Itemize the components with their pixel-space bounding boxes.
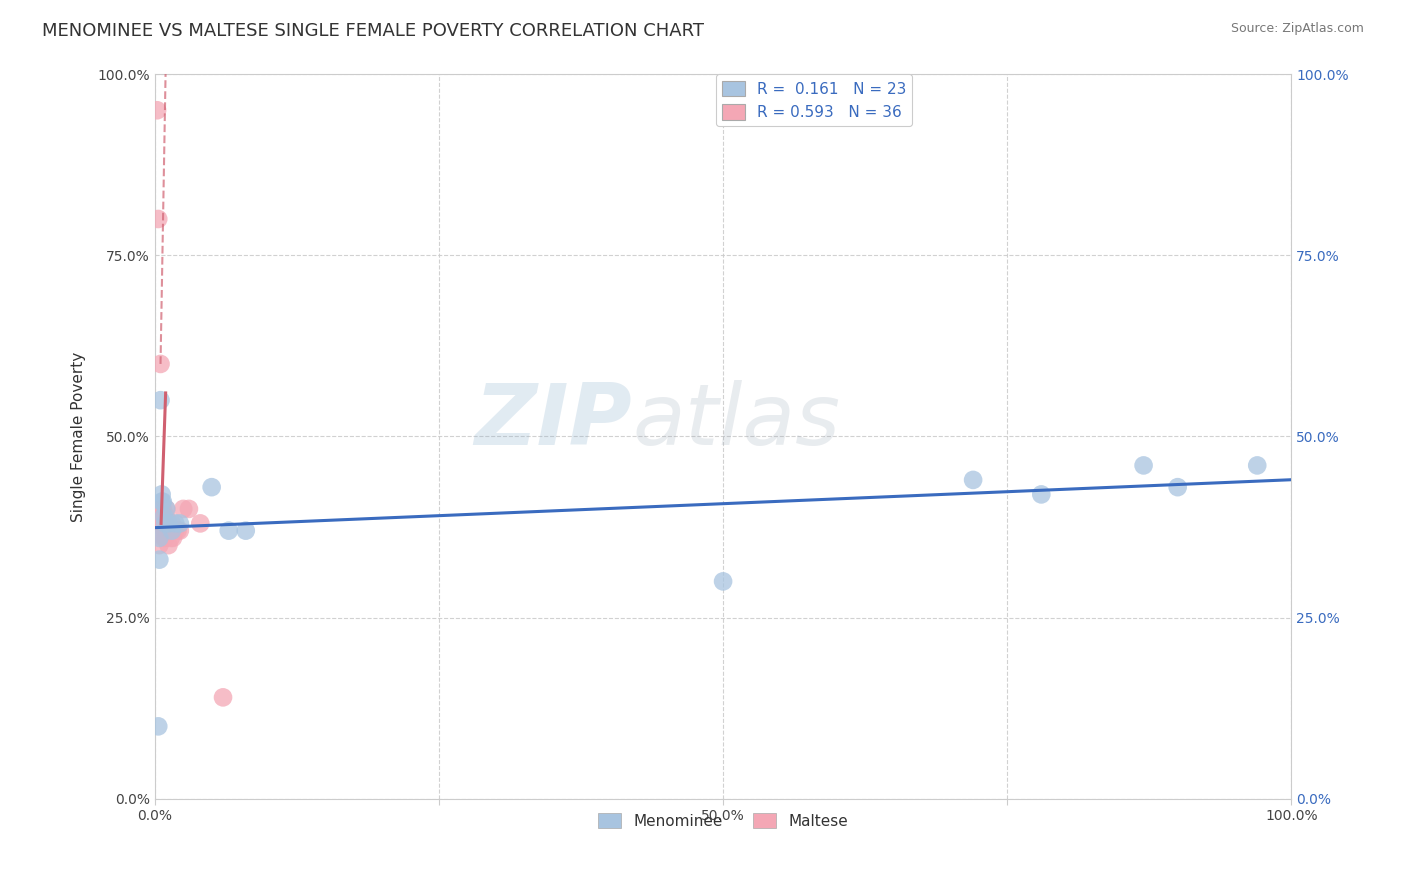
Point (1132, 458, 1154, 473)
Text: ZIP: ZIP (475, 380, 633, 464)
Text: Source: ZipAtlas.com: Source: ZipAtlas.com (1230, 22, 1364, 36)
Point (150, 494, 173, 508)
Text: atlas: atlas (633, 380, 841, 464)
Point (149, 357, 172, 371)
Point (155, 524, 177, 538)
Point (148, 552, 170, 566)
Point (159, 531, 181, 545)
Text: MENOMINEE VS MALTESE SINGLE FEMALE POVERTY CORRELATION CHART: MENOMINEE VS MALTESE SINGLE FEMALE POVER… (42, 22, 704, 40)
Point (235, 524, 257, 538)
Point (1031, 487, 1053, 501)
Point (162, 531, 184, 545)
Point (150, 487, 173, 501)
Point (153, 509, 176, 524)
Point (153, 524, 176, 538)
Point (148, 516, 170, 531)
Y-axis label: Single Female Poverty: Single Female Poverty (72, 351, 86, 522)
Point (165, 524, 187, 538)
Point (148, 538, 170, 552)
Point (711, 574, 734, 589)
Point (188, 516, 211, 531)
Point (148, 719, 170, 733)
Point (153, 524, 176, 538)
Point (152, 502, 174, 516)
Point (150, 516, 173, 531)
Point (218, 524, 240, 538)
Point (156, 524, 179, 538)
Point (159, 524, 181, 538)
Point (1167, 480, 1189, 494)
Point (148, 211, 170, 226)
Point (160, 524, 183, 538)
Point (166, 524, 188, 538)
Point (148, 531, 170, 545)
Point (152, 509, 174, 524)
Point (962, 473, 984, 487)
Point (153, 516, 176, 531)
Point (152, 516, 174, 531)
Point (149, 393, 172, 408)
Point (201, 480, 224, 494)
Point (169, 524, 191, 538)
Point (212, 690, 235, 705)
Point (172, 502, 194, 516)
Point (153, 531, 176, 545)
Point (155, 502, 177, 516)
Point (177, 502, 200, 516)
Point (152, 516, 174, 531)
Point (146, 103, 169, 118)
Point (165, 516, 187, 531)
Point (1246, 458, 1268, 473)
Point (155, 502, 177, 516)
Point (150, 516, 173, 531)
Point (150, 502, 173, 516)
Point (149, 516, 172, 531)
Point (153, 516, 176, 531)
Point (148, 516, 170, 531)
Point (169, 516, 191, 531)
Point (155, 509, 177, 524)
Point (153, 531, 176, 545)
Point (160, 516, 183, 531)
Point (152, 494, 174, 508)
Point (157, 538, 180, 552)
Point (156, 516, 179, 531)
Legend: Menominee, Maltese: Menominee, Maltese (592, 806, 855, 835)
Point (157, 516, 180, 531)
